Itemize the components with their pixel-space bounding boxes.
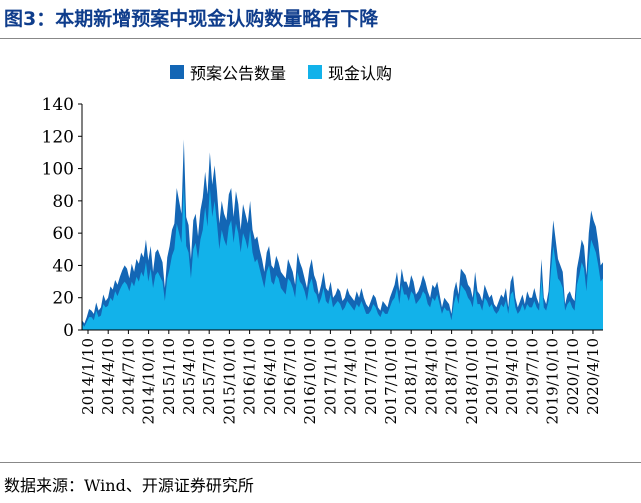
x-tick-label-0: 2014/1/10 — [79, 338, 97, 415]
x-tick-label-19: 2018/10/10 — [463, 338, 481, 424]
legend-item-announcements: 预案公告数量 — [170, 60, 286, 84]
y-tick-label-4: 80 — [52, 192, 74, 212]
x-tick-label-9: 2016/4/10 — [261, 338, 279, 415]
chart-legend: 预案公告数量 现金认购 — [170, 60, 414, 84]
legend-swatch-announcements — [170, 65, 184, 79]
footer-divider — [0, 462, 641, 463]
x-tick-label-2: 2014/7/10 — [119, 338, 137, 415]
x-tick-label-23: 2019/10/10 — [544, 338, 562, 424]
y-tick-label-7: 140 — [42, 95, 74, 115]
x-tick-label-17: 2018/4/10 — [422, 338, 440, 415]
x-tick-label-4: 2015/1/10 — [160, 338, 178, 415]
x-tick-label-15: 2017/10/10 — [382, 338, 400, 424]
x-tick-label-10: 2016/7/10 — [281, 338, 299, 415]
y-tick-label-1: 20 — [52, 289, 74, 309]
x-tick-label-3: 2014/10/10 — [140, 338, 158, 424]
legend-label-announcements: 预案公告数量 — [190, 64, 287, 83]
y-tick-label-3: 60 — [52, 224, 74, 244]
x-tick-label-5: 2015/4/10 — [180, 338, 198, 415]
y-tick-label-0: 0 — [63, 321, 74, 341]
x-tick-label-22: 2019/7/10 — [523, 338, 541, 415]
data-source-note: 数据来源：Wind、开源证券研究所 — [4, 476, 254, 495]
x-tick-label-14: 2017/7/10 — [362, 338, 380, 415]
x-tick-label-7: 2015/10/10 — [220, 338, 238, 424]
area-series-1 — [82, 184, 603, 330]
x-tick-label-6: 2015/7/10 — [200, 338, 218, 415]
y-tick-label-6: 120 — [42, 127, 74, 147]
title-divider — [0, 38, 641, 39]
legend-label-cash-subscription: 现金认购 — [328, 64, 393, 83]
x-tick-label-24: 2020/1/10 — [564, 338, 582, 415]
x-tick-label-20: 2019/1/10 — [483, 338, 501, 415]
y-tick-label-5: 100 — [42, 160, 74, 180]
x-tick-label-13: 2017/4/10 — [342, 338, 360, 415]
x-tick-label-11: 2016/10/10 — [301, 338, 319, 424]
x-tick-label-25: 2020/4/10 — [584, 338, 602, 415]
x-tick-label-8: 2016/1/10 — [241, 338, 259, 415]
x-tick-label-21: 2019/4/10 — [503, 338, 521, 415]
y-tick-label-2: 40 — [52, 256, 74, 276]
legend-item-cash-subscription: 现金认购 — [308, 60, 392, 84]
legend-swatch-cash-subscription — [308, 65, 323, 79]
x-tick-label-1: 2014/4/10 — [99, 338, 117, 415]
chart-title: 图3：本期新增预案中现金认购数量略有下降 — [4, 8, 379, 30]
x-tick-label-18: 2018/7/10 — [443, 338, 461, 415]
x-tick-label-16: 2018/1/10 — [402, 338, 420, 415]
x-tick-label-12: 2017/1/10 — [321, 338, 339, 415]
